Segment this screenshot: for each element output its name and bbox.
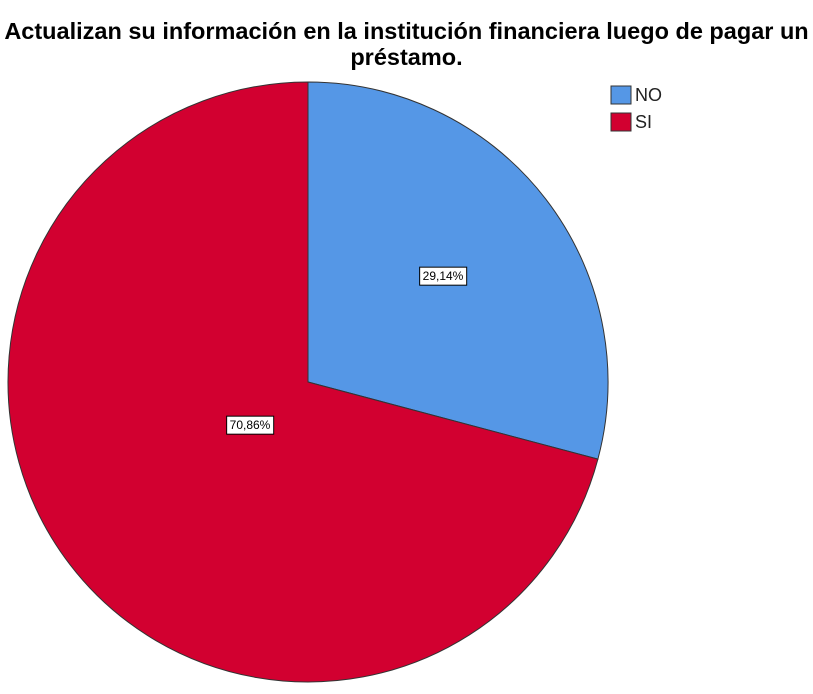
data-label: 29,14% <box>423 269 464 283</box>
data-label-box <box>419 266 468 286</box>
chart-title: Actualizan su información en la instituc… <box>4 18 809 70</box>
legend-label: SI <box>635 112 652 132</box>
legend-swatch <box>610 112 632 132</box>
data-label: 70,86% <box>230 418 271 432</box>
pie-slice <box>7 81 599 683</box>
data-label-group: 70,86% <box>226 415 275 435</box>
legend-swatch <box>610 85 632 105</box>
data-label-box <box>226 415 275 435</box>
legend-label: NO <box>635 85 662 105</box>
data-label-group: 29,14% <box>419 266 468 286</box>
